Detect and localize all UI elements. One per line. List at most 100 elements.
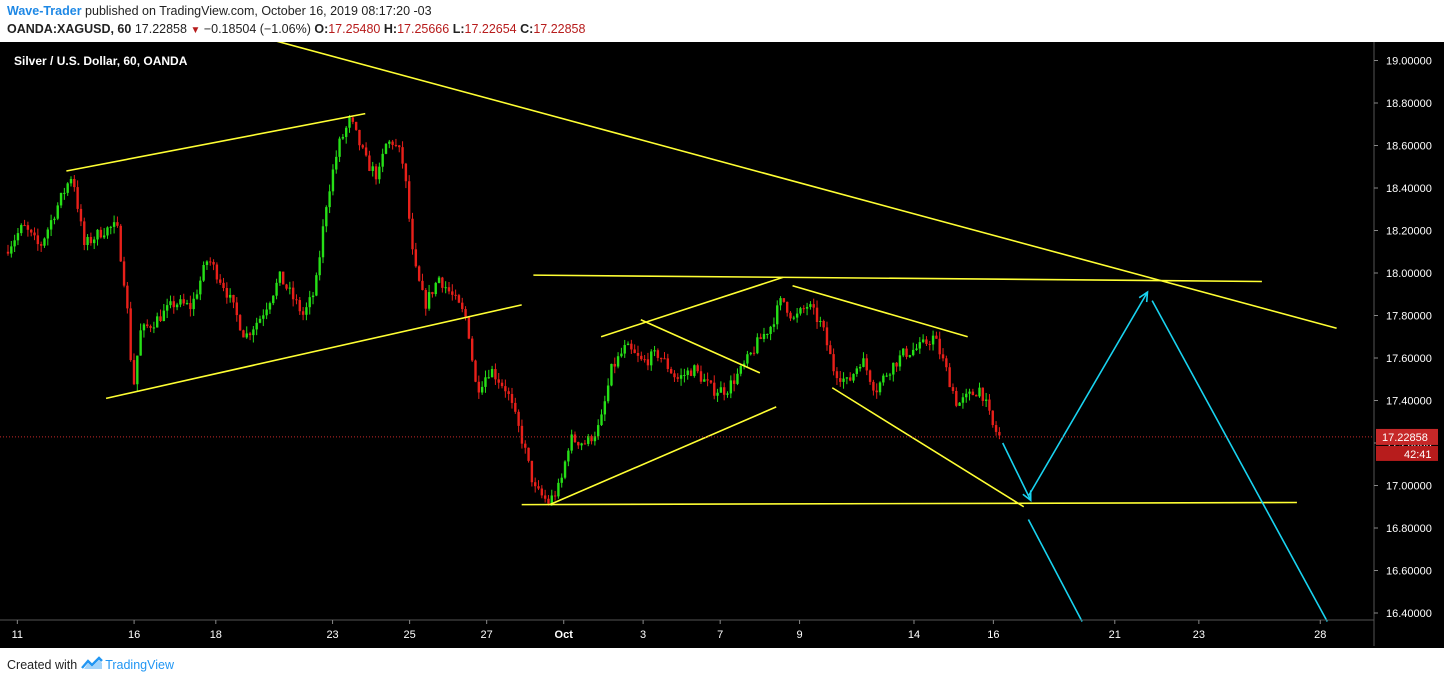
candle-up: [427, 292, 431, 309]
trendline[interactable]: [66, 112, 366, 172]
symbol-ohlc-line: OANDA:XAGUSD, 60 17.22858 ▼ −0.18504 (−1…: [7, 22, 585, 36]
candle-down: [298, 300, 301, 312]
candle-down: [706, 379, 709, 381]
candle-up: [46, 229, 49, 239]
candle-down: [577, 442, 580, 446]
current-price-badge: [1376, 428, 1438, 445]
candle-up: [567, 450, 570, 462]
price-axis[interactable]: 19.00000 18.80000 18.60000 18.40000 18.20000…: [0, 56, 1438, 621]
candle-down: [951, 387, 955, 391]
candle-down: [407, 181, 411, 219]
candle-up: [650, 351, 653, 366]
candle-up: [335, 156, 338, 170]
tradingview-brand[interactable]: TradingView: [105, 657, 174, 672]
candle-up: [726, 393, 729, 395]
candle-down: [361, 145, 364, 148]
candle-down: [119, 225, 122, 262]
candle-down: [948, 367, 951, 388]
candle-up: [852, 373, 855, 381]
candle-up: [195, 294, 199, 299]
projection-line[interactable]: [1027, 291, 1149, 497]
candle-up: [686, 370, 689, 376]
candle-up: [961, 397, 965, 403]
candle-up: [109, 226, 112, 228]
candle-up: [102, 235, 106, 238]
candle-up: [10, 246, 13, 254]
projection-line[interactable]: [1001, 442, 1032, 501]
projection-line[interactable]: [1027, 519, 1083, 622]
candle-up: [756, 337, 759, 354]
time-axis[interactable]: 11 16 18 23 25 27 Oct 3 7 9 14 16 21 23 28: [12, 620, 1327, 641]
candle-down: [26, 225, 30, 230]
candle-down: [994, 425, 998, 432]
price-tick-label: 16.80000: [1386, 523, 1432, 535]
candle-up: [112, 222, 116, 227]
candle-up: [278, 271, 282, 283]
trendline[interactable]: [549, 406, 777, 506]
trendline[interactable]: [521, 501, 1297, 506]
candle-down: [225, 288, 229, 298]
candle-up: [858, 366, 862, 369]
candle-up: [93, 239, 96, 244]
candle-down: [248, 333, 252, 336]
candle-down: [464, 309, 467, 317]
candle-down: [868, 370, 872, 382]
candle-up: [169, 301, 172, 306]
candle-down: [676, 377, 679, 379]
candle-down: [974, 395, 978, 397]
trendline[interactable]: [792, 284, 968, 338]
candle-up: [908, 355, 912, 357]
candle-down: [713, 382, 716, 396]
candle-down: [232, 294, 235, 303]
candle-up: [958, 402, 961, 406]
candle-down: [116, 222, 119, 226]
candle-down: [129, 308, 132, 361]
candle-down: [417, 266, 421, 281]
candle-down: [643, 359, 646, 361]
candle-down: [928, 343, 931, 345]
candle-down: [507, 391, 510, 394]
candle-down: [421, 280, 424, 290]
trendline[interactable]: [105, 304, 522, 400]
candle-up: [560, 477, 563, 483]
candle-down: [414, 249, 418, 267]
price-change: −0.18504 (−1.06%): [203, 22, 311, 36]
high-value: 17.25666: [397, 22, 450, 36]
candle-down: [998, 431, 1001, 436]
low-value: 17.22654: [464, 22, 517, 36]
candle-down: [461, 302, 464, 310]
candle-down: [802, 308, 805, 310]
candle-up: [580, 443, 583, 446]
low-label: L:: [452, 22, 465, 36]
candle-up: [437, 277, 441, 283]
candle-down: [235, 302, 238, 316]
candle-down: [394, 144, 398, 146]
candle-down: [646, 359, 650, 366]
candle-down: [514, 402, 517, 412]
price-tick-label: 18.00000: [1386, 268, 1432, 280]
trendline[interactable]: [640, 319, 761, 374]
projection-line[interactable]: [1151, 300, 1328, 622]
candle-down: [839, 378, 842, 382]
trendline[interactable]: [533, 274, 1262, 283]
candle-up: [315, 275, 318, 296]
candle-up: [136, 355, 139, 385]
trendline[interactable]: [831, 387, 1025, 508]
candle-down: [215, 264, 219, 280]
candle-up: [288, 287, 292, 289]
candle-up: [606, 385, 610, 402]
current-price-label: 17.22858: [1382, 432, 1428, 444]
price-chart[interactable]: 19.00000 18.80000 18.60000 18.40000 18.20000…: [0, 42, 1444, 648]
candle-up: [69, 178, 73, 184]
candle-up: [978, 387, 981, 397]
candle-up: [199, 280, 202, 295]
author-name[interactable]: Wave-Trader: [7, 4, 82, 18]
candle-up: [563, 461, 567, 478]
candle-down: [219, 279, 222, 283]
trendlines-layer: [66, 42, 1337, 622]
publish-text: published on TradingView.com, October 16…: [81, 4, 432, 18]
trendline[interactable]: [600, 276, 784, 338]
candle-down: [925, 339, 928, 344]
price-tick-label: 16.40000: [1386, 608, 1432, 620]
candle-up: [487, 377, 490, 379]
